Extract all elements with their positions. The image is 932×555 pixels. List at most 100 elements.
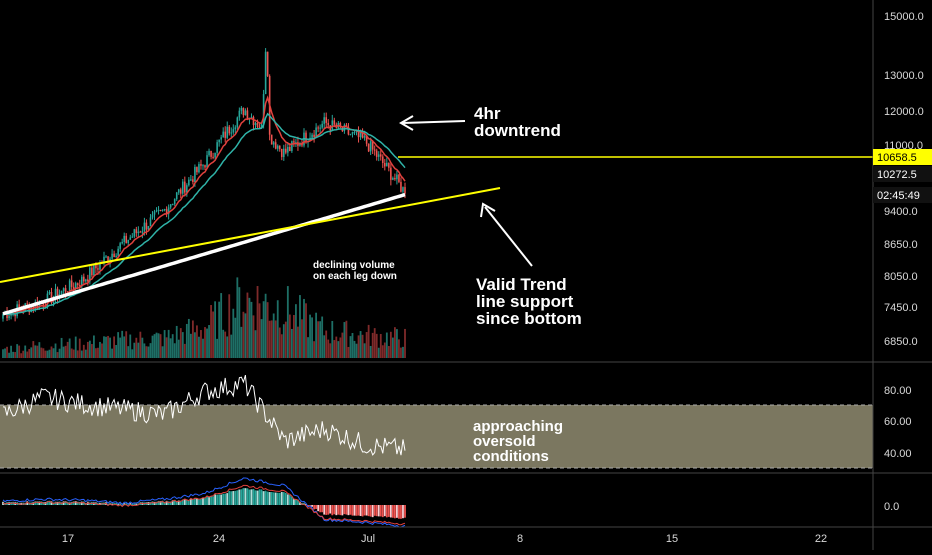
annotation-oversold: approaching oversold conditions — [473, 418, 563, 465]
volume-bar — [196, 325, 198, 358]
candle-body — [394, 177, 396, 180]
macd-histogram-bar — [210, 496, 212, 505]
candle-body — [56, 288, 59, 299]
macd-histogram-bar — [214, 494, 217, 505]
candle-body — [240, 107, 243, 111]
volume-bar — [389, 331, 392, 358]
rsi-axis[interactable]: 80.00 60.00 40.00 — [884, 385, 912, 460]
macd-histogram-bar — [278, 492, 281, 505]
volume-bar — [175, 325, 178, 358]
macd-histogram-bar — [305, 503, 307, 505]
annotation-text: line support — [476, 292, 574, 311]
volume-bar — [22, 350, 25, 358]
volume-bar — [62, 346, 65, 358]
macd-histogram-bar — [72, 501, 75, 505]
candle-body — [220, 137, 222, 140]
volume-bar — [177, 339, 180, 358]
candle-body — [26, 303, 29, 305]
macd-histogram-bar — [295, 499, 297, 505]
volume-bar — [274, 320, 277, 358]
candle-body — [206, 155, 208, 168]
volume-bar — [40, 347, 43, 358]
volume-bar — [64, 345, 67, 358]
volume-bar — [68, 338, 71, 358]
macd-histogram-bar — [299, 501, 301, 505]
macd-histogram-bar — [226, 493, 229, 505]
candle-body — [280, 148, 283, 157]
macd-histogram-bar — [347, 505, 350, 516]
arrowhead-downtrend — [399, 115, 414, 131]
volume-bar — [325, 330, 328, 358]
macd-histogram-bar — [270, 492, 273, 505]
macd-histogram-bar — [248, 489, 251, 505]
candle-body — [54, 288, 57, 298]
candle-body — [127, 239, 130, 244]
volume-bar — [256, 286, 259, 358]
macd-histogram-bar — [389, 505, 392, 518]
price-axis[interactable]: 15000.0 13000.0 12000.0 11000.0 9400.0 8… — [884, 11, 924, 348]
volume-bar — [115, 344, 118, 358]
arrow-downtrend — [402, 120, 466, 124]
candle-body — [230, 132, 233, 134]
volume-bar — [183, 343, 186, 358]
macd-histogram-bar — [111, 503, 113, 505]
time-axis[interactable]: 17 24 Jul 8 15 22 — [62, 533, 827, 545]
volume-bar — [321, 316, 324, 358]
macd-histogram-bar — [286, 494, 289, 505]
volume-bar — [387, 346, 390, 358]
volume-bar — [72, 349, 75, 358]
annotation-trendline: Valid Trend line support since bottom — [476, 202, 582, 328]
rsi-line — [2, 374, 406, 456]
time-tick: Jul — [361, 533, 375, 545]
candle-body — [173, 199, 176, 205]
candle-body — [147, 226, 150, 230]
volume-bar — [230, 334, 233, 358]
volume-bar — [145, 346, 148, 358]
candle-body — [60, 291, 63, 294]
macd-histogram-bar — [369, 505, 372, 517]
volume-bar — [353, 340, 356, 358]
candle-body — [151, 214, 154, 218]
volume-bar — [272, 313, 275, 358]
macd-histogram-bar — [50, 501, 53, 505]
volume-bar — [323, 335, 326, 358]
macd-histogram-bar — [381, 505, 384, 518]
volume-bar — [206, 328, 208, 358]
volume-bar — [373, 328, 376, 358]
candle-body — [210, 150, 212, 157]
volume-bar — [97, 347, 99, 358]
volume-bar — [329, 343, 332, 358]
candle-body — [76, 283, 79, 286]
volume-bar — [28, 349, 31, 358]
macd-histogram-bar — [377, 505, 380, 517]
candle-body — [171, 204, 174, 206]
price-tick: 8650.0 — [884, 239, 918, 251]
macd-histogram-bar — [244, 488, 247, 505]
support-trendline[interactable] — [0, 187, 501, 283]
volume-bar — [228, 294, 231, 358]
candle-body — [315, 127, 317, 138]
candle-body — [111, 253, 113, 259]
volume-bar — [383, 342, 386, 358]
volume-bar — [113, 336, 116, 358]
candle-body — [226, 126, 229, 138]
candle-body — [214, 152, 216, 158]
macd-histogram-bar — [323, 505, 326, 515]
candle-body — [396, 174, 398, 180]
volume-bar — [244, 313, 247, 358]
macd-histogram-bar — [375, 505, 378, 517]
candle-body — [323, 117, 325, 124]
macd-histogram-bar — [234, 490, 237, 505]
volume-bar — [286, 286, 289, 358]
volume-bar — [204, 327, 206, 358]
macd-histogram-bar — [311, 505, 313, 507]
volume-bar — [254, 330, 257, 358]
volume-bar — [402, 346, 404, 358]
candle-body — [117, 248, 119, 256]
macd-histogram-bar — [292, 498, 295, 505]
candle-body — [181, 181, 184, 194]
rsi-tick: 40.00 — [884, 448, 912, 460]
candle-body — [208, 150, 210, 156]
volume-bar — [16, 344, 19, 358]
volume-bar — [117, 332, 120, 358]
